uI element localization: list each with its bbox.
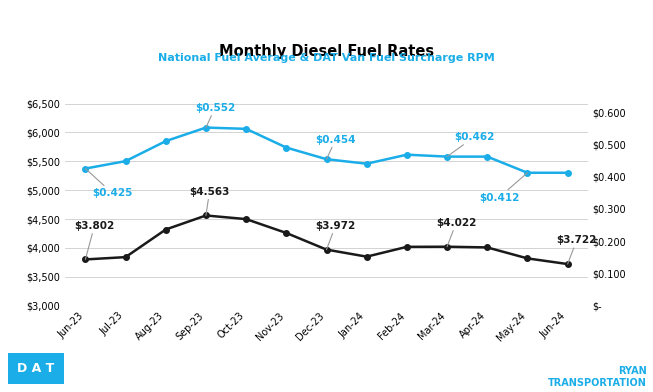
Avg DAT Van FSC bbox=[443, 154, 451, 159]
Avg Fuel Price bbox=[564, 262, 571, 267]
Text: $3.722: $3.722 bbox=[556, 235, 597, 264]
Text: $3.972: $3.972 bbox=[315, 221, 356, 250]
Avg Fuel Price bbox=[323, 247, 330, 252]
Avg DAT Van FSC bbox=[82, 166, 89, 171]
Avg Fuel Price bbox=[82, 257, 89, 262]
Text: $3.802: $3.802 bbox=[74, 221, 114, 260]
Avg DAT Van FSC bbox=[524, 171, 532, 175]
Avg DAT Van FSC bbox=[483, 154, 491, 159]
Text: $0.425: $0.425 bbox=[86, 169, 133, 198]
Avg DAT Van FSC bbox=[363, 162, 371, 166]
Text: $0.552: $0.552 bbox=[195, 103, 235, 127]
Avg DAT Van FSC bbox=[564, 171, 571, 175]
Avg DAT Van FSC bbox=[121, 159, 129, 163]
Text: National Fuel Average & DAT Van Fuel Surcharge RPM: National Fuel Average & DAT Van Fuel Sur… bbox=[158, 53, 495, 63]
Text: D A T: D A T bbox=[17, 362, 55, 375]
Avg DAT Van FSC bbox=[202, 125, 210, 130]
Avg Fuel Price bbox=[162, 227, 170, 232]
Avg Fuel Price bbox=[443, 244, 451, 249]
Avg DAT Van FSC bbox=[242, 127, 250, 131]
Avg Fuel Price bbox=[483, 245, 491, 250]
Text: RYAN
TRANSPORTATION: RYAN TRANSPORTATION bbox=[548, 367, 646, 388]
Avg DAT Van FSC bbox=[323, 157, 330, 162]
Line: Avg Fuel Price: Avg Fuel Price bbox=[83, 213, 570, 267]
Avg Fuel Price bbox=[363, 254, 371, 259]
Avg Fuel Price bbox=[121, 255, 129, 260]
Text: $4.563: $4.563 bbox=[189, 187, 230, 216]
Avg DAT Van FSC bbox=[162, 139, 170, 143]
Avg Fuel Price bbox=[202, 213, 210, 218]
Avg DAT Van FSC bbox=[282, 145, 290, 150]
Avg Fuel Price bbox=[282, 230, 290, 235]
Avg Fuel Price bbox=[403, 245, 411, 249]
Line: Avg DAT Van FSC: Avg DAT Van FSC bbox=[83, 125, 570, 176]
Avg Fuel Price bbox=[524, 256, 532, 261]
Text: $0.454: $0.454 bbox=[315, 134, 356, 159]
Title: Monthly Diesel Fuel Rates: Monthly Diesel Fuel Rates bbox=[219, 44, 434, 59]
FancyBboxPatch shape bbox=[8, 353, 64, 384]
Text: $0.462: $0.462 bbox=[447, 132, 494, 157]
Avg DAT Van FSC bbox=[403, 152, 411, 157]
Text: $0.412: $0.412 bbox=[479, 173, 528, 203]
Avg Fuel Price bbox=[242, 217, 250, 221]
Text: $4.022: $4.022 bbox=[436, 218, 476, 247]
